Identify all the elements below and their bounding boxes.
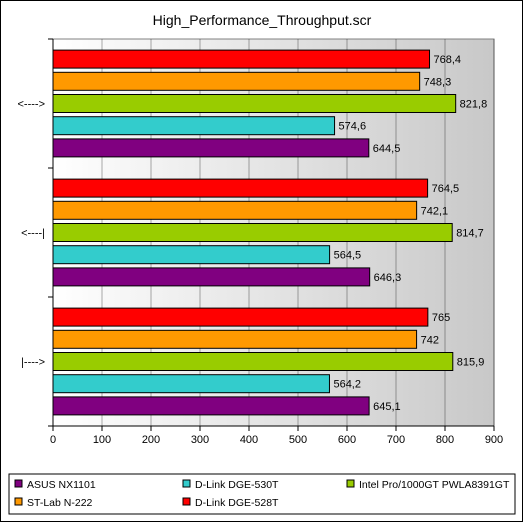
legend-swatch (14, 497, 23, 506)
legend-label: Intel Pro/1000GT PWLA8391GT (359, 479, 510, 491)
bar (52, 94, 457, 113)
category-label: <----> (18, 99, 46, 111)
legend-swatch (14, 479, 23, 488)
value-label: 742 (421, 334, 439, 346)
x-tick-label: 0 (50, 434, 56, 446)
value-label: 821,8 (460, 99, 488, 111)
value-label: 764,5 (432, 183, 460, 195)
bar (52, 396, 370, 416)
x-tick-label: 300 (191, 434, 209, 446)
legend-swatch (182, 497, 191, 506)
legend-label: D-Link DGE-530T (195, 479, 279, 491)
bar (52, 49, 431, 69)
x-tick-label: 600 (338, 434, 356, 446)
x-tick-label: 400 (240, 434, 258, 446)
value-label: 768,4 (434, 54, 462, 66)
value-label: 646,3 (374, 272, 402, 284)
x-tick-label: 900 (485, 434, 503, 446)
value-label: 765 (432, 312, 450, 324)
bar (52, 245, 331, 265)
x-tick-label: 200 (142, 434, 160, 446)
value-label: 748,3 (424, 76, 452, 88)
bars (52, 49, 457, 416)
legend-label: ST-Lab N-222 (27, 497, 93, 509)
legend: ASUS NX1101 D-Link DGE-530T Intel Pro/1000… (8, 473, 516, 515)
legend-box (8, 473, 516, 515)
chart-title: High_Performance_Throughput.scr (153, 12, 372, 28)
bar (52, 329, 418, 349)
value-label: 644,5 (373, 143, 401, 155)
bar (52, 138, 370, 158)
category-label: <----| (21, 228, 45, 240)
value-label: 645,1 (373, 401, 401, 413)
x-tick-label: 800 (436, 434, 454, 446)
x-tick-label: 700 (387, 434, 405, 446)
bar (52, 200, 418, 220)
bar (52, 374, 330, 394)
legend-swatch (182, 479, 191, 488)
bar (52, 267, 371, 287)
value-label: 564,5 (334, 250, 362, 262)
bar (52, 116, 336, 136)
bar (52, 352, 454, 371)
x-tick-label: 100 (93, 434, 111, 446)
category-label: |----> (21, 357, 45, 369)
value-label: 564,2 (333, 379, 361, 391)
legend-label: D-Link DGE-528T (195, 497, 279, 509)
bar (52, 307, 429, 327)
bar (52, 178, 429, 198)
legend-swatch (346, 479, 355, 488)
value-label: 814,7 (456, 228, 484, 240)
legend-label: ASUS NX1101 (27, 479, 96, 491)
value-label: 815,9 (457, 357, 485, 369)
value-label: 742,1 (421, 205, 449, 217)
x-tick-label: 500 (289, 434, 307, 446)
value-labels: 768,4 748,3 821,8 574,6 644,5 764,5 742,1 814,7… (333, 54, 487, 413)
value-label: 574,6 (339, 121, 367, 133)
bar (52, 71, 421, 91)
axes: 0 100 200 300 400 500 600 700 800 900 <----> <----|… (18, 38, 503, 446)
bar (52, 223, 453, 242)
